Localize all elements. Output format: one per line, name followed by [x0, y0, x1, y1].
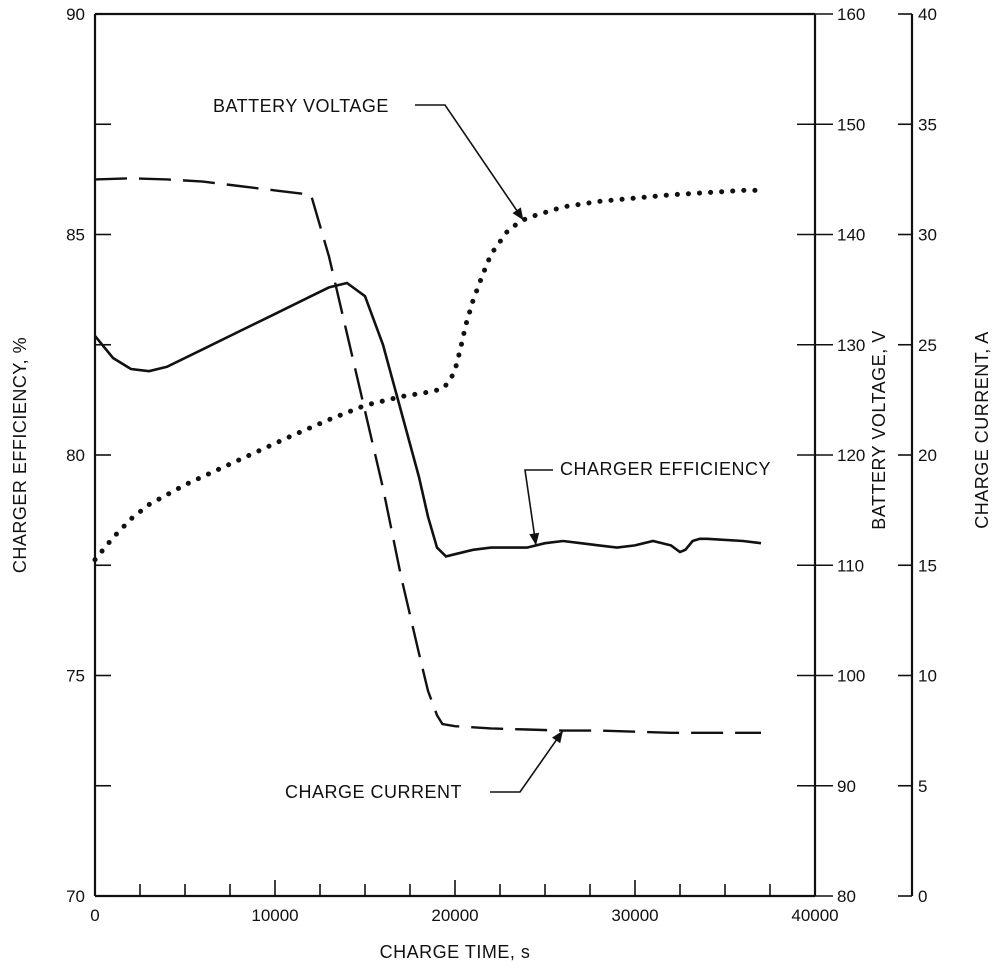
text-labels: CHARGE TIME, s CHARGER EFFICIENCY, % BAT… — [10, 96, 992, 962]
current-tick-label: 35 — [918, 115, 937, 134]
series-lines — [92, 177, 764, 734]
current-axis-title: CHARGE CURRENT, A — [972, 331, 992, 529]
annotation-arrowhead — [552, 730, 563, 744]
current-tick-label: 30 — [918, 226, 937, 245]
efficiency-tick-label: 80 — [66, 446, 85, 465]
voltage-tick-label: 100 — [837, 667, 865, 686]
efficiency-tick-label: 70 — [66, 887, 85, 906]
efficiency-tick-label: 75 — [66, 667, 85, 686]
efficiency-tick-label: 90 — [66, 5, 85, 24]
series-charge-current — [94, 177, 761, 734]
efficiency-axis-title: CHARGER EFFICIENCY, % — [10, 337, 30, 573]
annotation-leader — [415, 104, 525, 221]
current-tick-label: 10 — [918, 667, 937, 686]
x-tick-label: 10000 — [251, 906, 298, 925]
current-tick-label: 5 — [918, 777, 927, 796]
voltage-tick-label: 130 — [837, 336, 865, 355]
voltage-tick-label: 150 — [837, 115, 865, 134]
annotation-arrowhead — [512, 207, 524, 221]
annotation-battery-voltage: BATTERY VOLTAGE — [213, 96, 389, 116]
voltage-tick-label: 140 — [837, 226, 865, 245]
voltage-tick-label: 80 — [837, 887, 856, 906]
annotation-charger-efficiency: CHARGER EFFICIENCY — [560, 459, 771, 479]
plot-frame — [93, 12, 914, 898]
current-tick-label: 0 — [918, 887, 927, 906]
annotation-arrowhead — [529, 532, 540, 546]
voltage-tick-label: 90 — [837, 777, 856, 796]
x-tick-label: 20000 — [431, 906, 478, 925]
x-tick-label: 30000 — [611, 906, 658, 925]
current-tick-label: 20 — [918, 446, 937, 465]
voltage-axis-title: BATTERY VOLTAGE, V — [869, 330, 889, 529]
annotation-leader — [490, 730, 564, 793]
current-tick-label: 25 — [918, 336, 937, 355]
current-tick-label: 15 — [918, 556, 937, 575]
x-tick-label: 40000 — [791, 906, 838, 925]
voltage-tick-label: 120 — [837, 446, 865, 465]
voltage-tick-label: 160 — [837, 5, 865, 24]
efficiency-tick-label: 85 — [66, 226, 85, 245]
annotation-charge-current: CHARGE CURRENT — [285, 782, 462, 802]
series-battery-voltage — [92, 187, 764, 563]
tick-labels: 0 10000 20000 30000 400007075808590809010011… — [66, 5, 937, 925]
annotation-leaders — [415, 104, 564, 793]
current-tick-label: 40 — [918, 5, 937, 24]
x-axis-title: CHARGE TIME, s — [380, 942, 531, 962]
x-tick-label: 0 — [90, 906, 99, 925]
tick-marks — [94, 13, 912, 897]
series-charger-efficiency — [93, 281, 762, 558]
annotation-leader — [524, 469, 553, 546]
voltage-tick-label: 110 — [837, 556, 864, 575]
